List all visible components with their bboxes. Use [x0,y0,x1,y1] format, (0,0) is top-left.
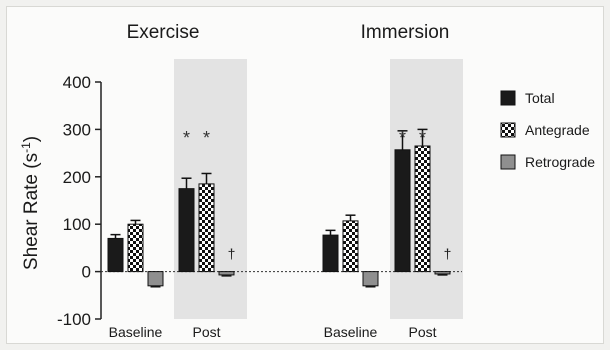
legend-swatch-retrograde [500,154,516,170]
category-label: Post [408,324,436,340]
y-tick-label: 0 [82,263,91,282]
significance-mark: * [399,128,406,148]
panel-title: Immersion [361,22,450,43]
legend-label-antegrade: Antegrade [525,122,590,138]
bar-retrograde [147,271,164,287]
bar-total [394,149,411,273]
legend-swatch-antegrade [500,122,516,138]
bar-antegrade [342,220,359,273]
significance-mark: * [419,128,426,148]
category-label: Post [192,324,220,340]
category-label: Baseline [109,324,163,340]
legend-label-retrograde: Retrograde [525,154,595,170]
y-axis-label: Shear Rate (s-1) [19,136,42,270]
bar-total [178,188,195,273]
panel-title: Exercise [127,22,200,43]
y-tick-label: 200 [63,168,91,187]
bar-retrograde [434,271,451,275]
y-tick-label: 400 [63,73,91,92]
bar-total [107,237,124,273]
significance-mark: * [183,128,190,148]
bar-antegrade [127,223,144,273]
dagger-mark: † [228,246,236,262]
bar-chart: 400 300 200 100 0 -100 Shear Rate (s-1) Exerci… [19,22,595,340]
bar-retrograde [218,271,235,276]
y-tick-label: 100 [63,215,91,234]
bar-total [322,234,339,273]
chart-frame: 400 300 200 100 0 -100 Shear Rate (s-1) Exerci… [6,6,604,344]
legend-label-total: Total [525,90,555,106]
category-label: Baseline [324,324,378,340]
legend-swatch-total [500,90,516,106]
y-tick-label: 300 [63,120,91,139]
dagger-mark: † [444,246,452,262]
bar-retrograde [362,271,379,287]
bar-antegrade [414,145,431,273]
bar-antegrade [198,183,215,273]
y-tick-label: -100 [57,310,91,329]
significance-mark: * [203,128,210,148]
